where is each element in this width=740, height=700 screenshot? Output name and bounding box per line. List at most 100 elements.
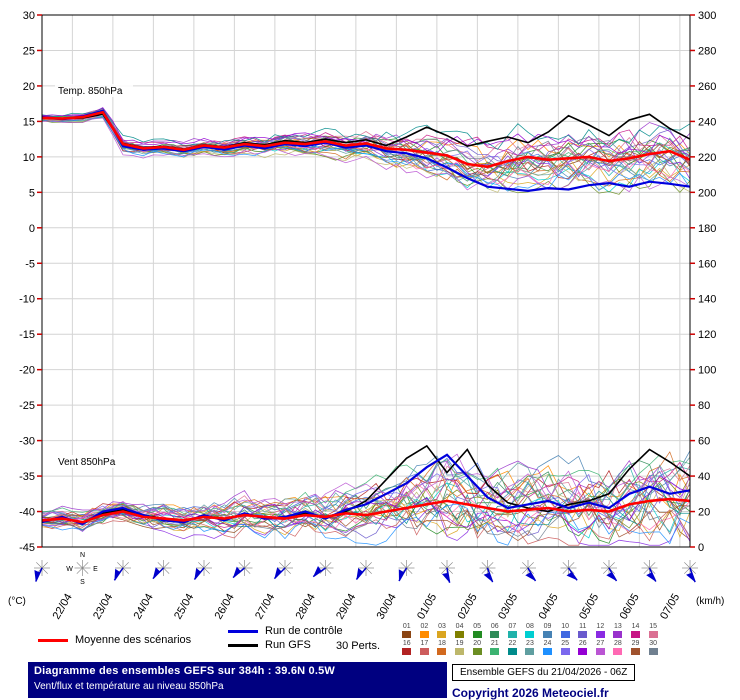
grid [42, 14, 690, 548]
svg-text:27/04: 27/04 [253, 592, 277, 622]
svg-text:-25: -25 [19, 400, 35, 412]
svg-text:04/05: 04/05 [537, 592, 561, 622]
svg-text:5: 5 [29, 187, 35, 199]
pert-swatch-4: 04 [451, 623, 469, 640]
legend-gfs-label: Run GFS [265, 639, 311, 651]
gfs-line-swatch [228, 643, 258, 647]
pert-swatch-13: 13 [609, 623, 627, 640]
svg-text:40: 40 [698, 471, 710, 483]
pert-swatch-20: 20 [468, 640, 486, 657]
svg-text:-30: -30 [19, 436, 35, 448]
main-lines [41, 109, 691, 526]
svg-text:01/05: 01/05 [415, 592, 439, 622]
chart-legend: Moyenne des scénarios Run de contrôle Ru… [0, 622, 740, 660]
svg-text:160: 160 [698, 258, 716, 270]
control-line-swatch [228, 629, 258, 633]
svg-text:03/05: 03/05 [496, 592, 520, 622]
pert-swatch-23: 23 [521, 640, 539, 657]
svg-text:30: 30 [23, 10, 35, 22]
svg-text:05/05: 05/05 [577, 592, 601, 622]
svg-text:24/04: 24/04 [132, 592, 156, 622]
x-axis-date-labels: 22/04 23/04 24/04 25/04 26/04 27/04 28/04 29/04… [51, 592, 683, 622]
svg-text:100: 100 [698, 365, 716, 377]
svg-text:E: E [93, 566, 98, 573]
svg-text:220: 220 [698, 152, 716, 164]
svg-text:25/04: 25/04 [172, 592, 196, 622]
pert-swatch-24: 24 [539, 640, 557, 657]
ensemble-chart: Temp. 850hPa Vent 850hPa 30 25 20 15 10 5 0 -5 -10… [8, 10, 724, 622]
svg-text:20: 20 [698, 507, 710, 519]
svg-text:120: 120 [698, 329, 716, 341]
svg-text:29/04: 29/04 [334, 592, 358, 622]
svg-text:23/04: 23/04 [91, 592, 115, 622]
perturbation-palette: 01 02 03 04 05 06 07 08 09 10 11 12 13 14 15 16 17 18 19 20… [398, 623, 662, 657]
chart-title: Diagramme des ensembles GEFS sur 384h : … [34, 665, 336, 677]
chart-footer: Diagramme des ensembles GEFS sur 384h : … [0, 660, 740, 700]
svg-text:10: 10 [23, 152, 35, 164]
svg-text:20: 20 [23, 81, 35, 93]
svg-text:25: 25 [23, 45, 35, 57]
svg-text:-20: -20 [19, 365, 35, 377]
pert-swatch-16: 16 [398, 640, 416, 657]
pert-swatch-10: 10 [556, 623, 574, 640]
svg-text:S: S [80, 579, 85, 586]
pert-swatch-15: 15 [644, 623, 662, 640]
legend-control-label: Run de contrôle [265, 625, 343, 637]
svg-text:(km/h): (km/h) [696, 596, 724, 607]
pert-swatch-3: 03 [433, 623, 451, 640]
pert-swatch-9: 09 [539, 623, 557, 640]
run-info-box: Ensemble GEFS du 21/04/2026 - 06Z Copyri… [452, 662, 636, 700]
svg-text:W: W [66, 566, 73, 573]
pert-swatch-28: 28 [609, 640, 627, 657]
pert-swatch-18: 18 [433, 640, 451, 657]
legend-perts-label: 30 Perts. [336, 640, 381, 652]
pert-swatch-19: 19 [451, 640, 469, 657]
svg-text:28/04: 28/04 [294, 592, 318, 622]
svg-text:(°C): (°C) [8, 596, 26, 607]
svg-text:0: 0 [29, 223, 35, 235]
svg-text:0: 0 [698, 542, 704, 554]
svg-text:-5: -5 [25, 258, 35, 270]
svg-text:22/04: 22/04 [51, 592, 75, 622]
svg-text:240: 240 [698, 116, 716, 128]
pert-swatch-22: 22 [504, 640, 522, 657]
svg-text:180: 180 [698, 223, 716, 235]
svg-text:15: 15 [23, 116, 35, 128]
pert-swatch-27: 27 [592, 640, 610, 657]
svg-text:30/04: 30/04 [375, 592, 399, 622]
svg-text:-40: -40 [19, 507, 35, 519]
svg-text:26/04: 26/04 [213, 592, 237, 622]
legend-item-control: Run de contrôle [228, 625, 343, 637]
svg-text:-45: -45 [19, 542, 35, 554]
svg-text:80: 80 [698, 400, 710, 412]
pert-swatch-7: 07 [504, 623, 522, 640]
svg-text:260: 260 [698, 81, 716, 93]
pert-swatch-11: 11 [574, 623, 592, 640]
svg-text:60: 60 [698, 436, 710, 448]
svg-text:02/05: 02/05 [456, 592, 480, 622]
mean-line-swatch [38, 638, 68, 642]
svg-text:280: 280 [698, 45, 716, 57]
svg-text:06/05: 06/05 [618, 592, 642, 622]
svg-text:N: N [80, 552, 85, 559]
copyright-text: Copyright 2026 Meteociel.fr [452, 686, 609, 700]
pert-swatch-1: 01 [398, 623, 416, 640]
pert-swatch-17: 17 [416, 640, 434, 657]
svg-text:200: 200 [698, 187, 716, 199]
run-info-text: Ensemble GEFS du 21/04/2026 - 06Z [452, 664, 636, 681]
pert-swatch-12: 12 [592, 623, 610, 640]
pert-swatch-2: 02 [416, 623, 434, 640]
pert-swatch-5: 05 [468, 623, 486, 640]
svg-text:-10: -10 [19, 294, 35, 306]
legend-mean-label: Moyenne des scénarios [75, 634, 192, 646]
pert-swatch-25: 25 [556, 640, 574, 657]
member-lines [41, 107, 691, 546]
legend-item-gfs: Run GFS [228, 639, 311, 651]
svg-text:Temp. 850hPa: Temp. 850hPa [58, 86, 123, 97]
pert-swatch-6: 06 [486, 623, 504, 640]
pert-swatch-26: 26 [574, 640, 592, 657]
pert-swatch-14: 14 [627, 623, 645, 640]
pert-swatch-29: 29 [627, 640, 645, 657]
legend-item-mean: Moyenne des scénarios [38, 634, 191, 646]
